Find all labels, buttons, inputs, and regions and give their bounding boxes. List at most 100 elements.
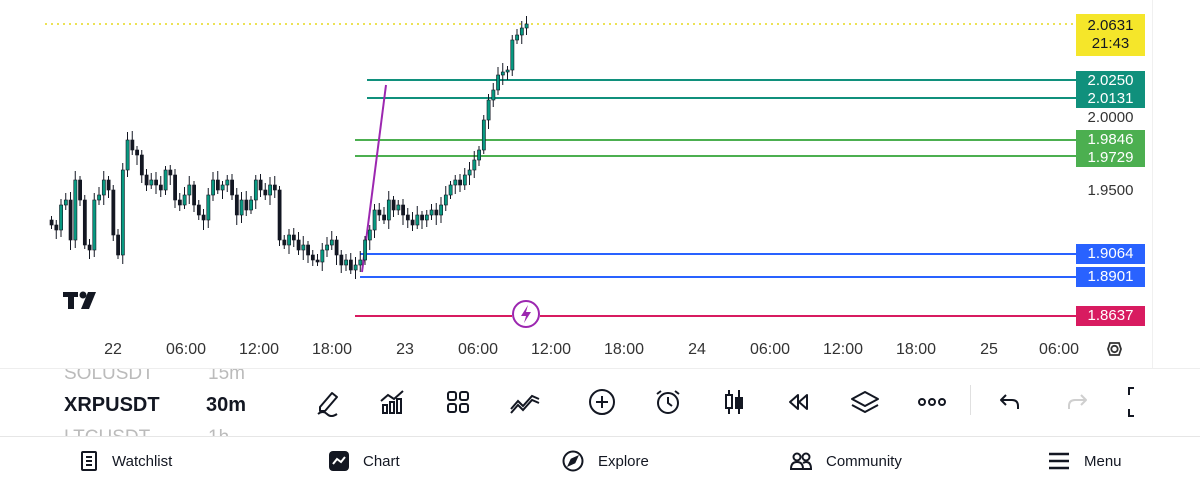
candle-body: [63, 199, 68, 206]
candle-body: [391, 199, 396, 211]
level-label-2.0000: 2.0000: [1087, 109, 1134, 126]
level-tag-2.0131: 2.0131: [1076, 89, 1145, 108]
candle-body: [192, 184, 197, 206]
candle-body: [54, 224, 59, 231]
level-tag-1.9729: 1.9729: [1076, 148, 1145, 167]
current-price-tag: 2.0631 21:43: [1076, 14, 1145, 56]
candle-body: [358, 259, 363, 266]
candle-body: [173, 174, 178, 201]
nav-menu[interactable]: Menu: [1048, 447, 1122, 475]
candle-body: [249, 199, 254, 211]
candle-body: [59, 204, 64, 231]
candle-body: [206, 194, 211, 221]
candle-body: [268, 184, 273, 196]
candle-body: [424, 214, 429, 221]
tradingview-logo: [63, 291, 96, 309]
bottom-toolbar: SOLUSDT 15m XRPUSDT 30m LTCUSDT 1h: [0, 368, 1200, 437]
community-icon: [790, 452, 812, 470]
candle-body: [120, 169, 125, 256]
candle-body: [496, 74, 501, 91]
chart-area[interactable]: 2.0631 21:43 2.0250 2.0131 2.0000 1.9846…: [0, 0, 1200, 368]
time-label: 06:00: [457, 341, 499, 358]
candle-body: [258, 179, 263, 191]
price-chart[interactable]: [0, 0, 1200, 368]
candle-body: [111, 189, 116, 236]
candle-body: [87, 244, 92, 251]
candle-body: [282, 239, 287, 246]
compass-icon: [562, 450, 584, 472]
undo-icon[interactable]: [990, 382, 1030, 422]
indicators-icon[interactable]: [372, 382, 412, 422]
candle-body: [339, 254, 344, 266]
layers-icon[interactable]: [845, 382, 885, 422]
candle-body: [158, 184, 163, 191]
candle-body: [439, 204, 444, 216]
strategy-icon[interactable]: [505, 382, 545, 422]
watchlist-icon: [81, 451, 97, 471]
candle-body: [353, 264, 358, 271]
candle-body: [92, 199, 97, 251]
nav-watchlist[interactable]: Watchlist: [80, 447, 172, 475]
candle-body: [177, 199, 182, 206]
candle-body: [101, 179, 106, 196]
candle-body: [334, 239, 339, 256]
settings-icon[interactable]: [1107, 342, 1122, 356]
candle-body: [168, 169, 173, 176]
current-symbol: XRPUSDT: [64, 394, 160, 416]
nav-menu-label: Menu: [1084, 452, 1122, 470]
candle-body: [363, 239, 368, 261]
time-label: 22: [104, 341, 122, 358]
candle-body: [78, 179, 83, 201]
nav-chart[interactable]: Chart: [329, 447, 400, 475]
candle-body: [348, 259, 353, 271]
candle-body: [154, 179, 159, 186]
candle-body: [163, 169, 168, 191]
time-label: 12:00: [822, 341, 864, 358]
level-tag-1.9064: 1.9064: [1076, 244, 1145, 264]
candle-body: [97, 194, 102, 201]
redo-icon[interactable]: [1057, 382, 1097, 422]
add-icon[interactable]: [582, 382, 622, 422]
grid-icon[interactable]: [438, 382, 478, 422]
replay-icon[interactable]: [778, 382, 818, 422]
fullscreen-icon[interactable]: [1120, 382, 1160, 422]
candle-body: [73, 179, 78, 241]
level-tag-1.8901: 1.8901: [1076, 267, 1145, 287]
level-label-1.9500: 1.9500: [1087, 182, 1134, 199]
symbol-picker[interactable]: SOLUSDT 15m XRPUSDT 30m LTCUSDT 1h: [48, 369, 298, 437]
lightning-icon[interactable]: [512, 300, 540, 328]
candle-body: [82, 199, 87, 246]
candle-body: [211, 179, 216, 196]
nav-explore[interactable]: Explore: [562, 447, 649, 475]
time-label: 06:00: [749, 341, 791, 358]
time-label: 18:00: [895, 341, 937, 358]
current-interval: 30m: [206, 394, 247, 416]
candle-body: [144, 174, 149, 186]
nav-community-label: Community: [826, 452, 902, 470]
candle-body: [481, 119, 486, 151]
candle-body: [405, 214, 410, 221]
candle-body: [396, 204, 401, 211]
time-label: 25: [980, 341, 998, 358]
candle-body: [344, 259, 349, 266]
candle-body: [215, 179, 220, 191]
candle-body: [325, 244, 330, 251]
candle-body: [220, 184, 225, 191]
candle-type-icon[interactable]: [714, 382, 754, 422]
candle-body: [448, 184, 453, 196]
time-label: 12:00: [238, 341, 280, 358]
current-price: 2.0631: [1087, 17, 1134, 34]
candle-body: [116, 234, 121, 256]
candle-body: [201, 214, 206, 221]
candle-body: [291, 234, 296, 241]
nav-community[interactable]: Community: [790, 447, 902, 475]
more-icon[interactable]: [912, 382, 952, 422]
next-symbol: LTCUSDT: [64, 427, 150, 437]
nav-watchlist-label: Watchlist: [112, 452, 173, 470]
candle-body: [230, 179, 235, 196]
candle-body: [519, 27, 524, 36]
alarm-icon[interactable]: [648, 382, 688, 422]
prev-symbol: SOLUSDT: [64, 369, 154, 384]
level-tag-2.0250: 2.0250: [1076, 71, 1145, 90]
pencil-icon[interactable]: [308, 382, 348, 422]
